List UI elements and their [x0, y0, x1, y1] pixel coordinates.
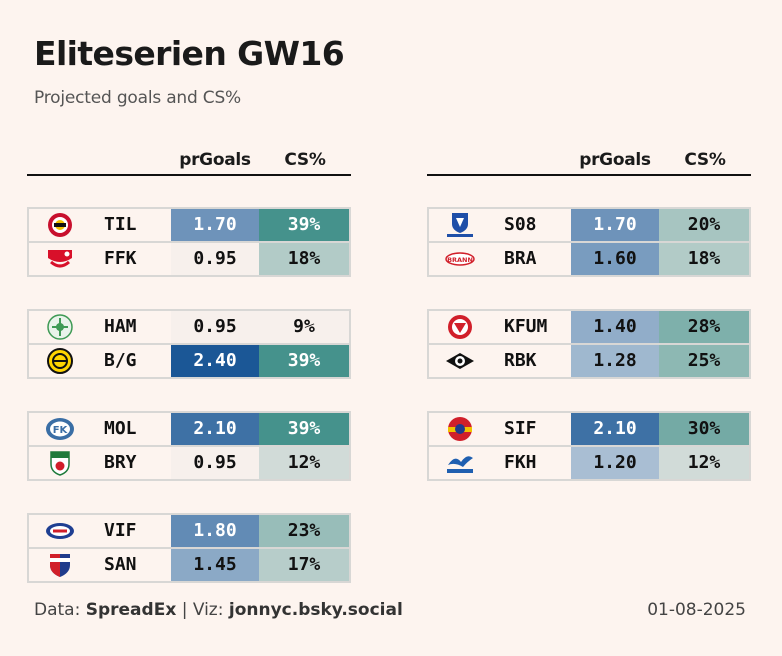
svg-text:BRANN: BRANN	[447, 256, 473, 264]
footer-viz-label: Viz:	[192, 600, 224, 620]
table-row: SIF 2.10 30%	[429, 413, 749, 445]
column-header-prgoals: prGoals	[579, 150, 651, 170]
svg-text:FK: FK	[53, 425, 69, 436]
footer-viz-author: jonnyc.bsky.social	[228, 600, 403, 620]
kfum-crest-icon	[445, 314, 475, 340]
cs-cell: 20%	[659, 209, 749, 241]
bodo-glimt-crest-icon	[45, 348, 75, 374]
table-row: RBK 1.28 25%	[429, 343, 749, 377]
column-header-row: prGoals CS%	[427, 146, 751, 176]
team-code: FFK	[104, 248, 137, 269]
bryne-crest-icon	[45, 450, 75, 476]
sarpsborg-crest-icon	[445, 212, 475, 238]
prgoals-cell: 1.70	[171, 209, 259, 241]
prgoals-cell: 1.20	[571, 447, 659, 479]
hamkam-crest-icon	[45, 314, 75, 340]
table-row: BRANN BRA 1.60 18%	[429, 241, 749, 275]
table-row: VIF 1.80 23%	[29, 515, 349, 547]
prgoals-cell: 0.95	[171, 243, 259, 275]
match-group: FK MOL 2.10 39% BRY 0.95 12%	[27, 411, 351, 481]
table-row: B/G 2.40 39%	[29, 343, 349, 377]
team-code: B/G	[104, 350, 137, 371]
table-row: SAN 1.45 17%	[29, 547, 349, 581]
table-row: HAM 0.95 9%	[29, 311, 349, 343]
cs-cell: 39%	[259, 345, 349, 377]
prgoals-cell: 0.95	[171, 447, 259, 479]
cs-cell: 39%	[259, 209, 349, 241]
prgoals-cell: 1.45	[171, 549, 259, 581]
rosenborg-crest-icon	[445, 348, 475, 374]
brann-crest-icon: BRANN	[445, 246, 475, 272]
footer-data-source: SpreadEx	[85, 600, 177, 620]
matches-list: S08 1.70 20% BRANN BRA 1.60 18% KFUM 1.40 28% RBK 1…	[427, 207, 751, 481]
chart-title: Eliteserien GW16	[34, 34, 345, 73]
team-code: SAN	[104, 554, 137, 575]
team-code: FKH	[504, 452, 537, 473]
footer-separator: |	[181, 600, 188, 620]
table-row: TIL 1.70 39%	[29, 209, 349, 241]
match-group: TIL 1.70 39% FFK 0.95 18%	[27, 207, 351, 277]
team-code: MOL	[104, 418, 137, 439]
match-group: S08 1.70 20% BRANN BRA 1.60 18%	[427, 207, 751, 277]
prgoals-cell: 1.70	[571, 209, 659, 241]
prgoals-cell: 2.40	[171, 345, 259, 377]
stromsgodset-crest-icon	[445, 416, 475, 442]
match-group: VIF 1.80 23% SAN 1.45 17%	[27, 513, 351, 583]
table-panel-left: prGoals CS% TIL 1.70 39% FFK 0.95 18% HAM 0.95 9…	[27, 146, 351, 615]
prgoals-cell: 2.10	[571, 413, 659, 445]
table-row: S08 1.70 20%	[429, 209, 749, 241]
column-header-row: prGoals CS%	[27, 146, 351, 176]
table-row: FKH 1.20 12%	[429, 445, 749, 479]
team-code: TIL	[104, 214, 137, 235]
prgoals-cell: 2.10	[171, 413, 259, 445]
matches-list: TIL 1.70 39% FFK 0.95 18% HAM 0.95 9% B/G 2.40 39% F…	[27, 207, 351, 583]
cs-cell: 23%	[259, 515, 349, 547]
table-row: FK MOL 2.10 39%	[29, 413, 349, 445]
cs-cell: 17%	[259, 549, 349, 581]
cs-cell: 28%	[659, 311, 749, 343]
team-code: BRY	[104, 452, 137, 473]
fredrikstad-crest-icon	[45, 246, 75, 272]
table-row: BRY 0.95 12%	[29, 445, 349, 479]
match-group: KFUM 1.40 28% RBK 1.28 25%	[427, 309, 751, 379]
haugesund-crest-icon	[445, 450, 475, 476]
cs-cell: 18%	[659, 243, 749, 275]
tromso-crest-icon	[45, 212, 75, 238]
cs-cell: 12%	[259, 447, 349, 479]
prgoals-cell: 1.60	[571, 243, 659, 275]
cs-cell: 12%	[659, 447, 749, 479]
footer-data-label: Data:	[34, 600, 81, 620]
valerenga-crest-icon	[45, 518, 75, 544]
table-row: FFK 0.95 18%	[29, 241, 349, 275]
prgoals-cell: 1.40	[571, 311, 659, 343]
team-code: S08	[504, 214, 537, 235]
team-code: BRA	[504, 248, 537, 269]
footer-date: 01-08-2025	[647, 600, 746, 620]
team-code: KFUM	[504, 316, 548, 337]
team-code: HAM	[104, 316, 137, 337]
cs-cell: 25%	[659, 345, 749, 377]
team-code: RBK	[504, 350, 537, 371]
cs-cell: 30%	[659, 413, 749, 445]
column-header-cs: CS%	[684, 150, 726, 170]
prgoals-cell: 0.95	[171, 311, 259, 343]
match-group: HAM 0.95 9% B/G 2.40 39%	[27, 309, 351, 379]
cs-cell: 39%	[259, 413, 349, 445]
chart-subtitle: Projected goals and CS%	[34, 88, 242, 108]
match-group: SIF 2.10 30% FKH 1.20 12%	[427, 411, 751, 481]
cs-cell: 9%	[259, 311, 349, 343]
cs-cell: 18%	[259, 243, 349, 275]
table-row: KFUM 1.40 28%	[429, 311, 749, 343]
prgoals-cell: 1.28	[571, 345, 659, 377]
team-code: VIF	[104, 520, 137, 541]
table-panel-right: prGoals CS% S08 1.70 20% BRANN BRA 1.60 18% KFU…	[427, 146, 751, 513]
footer-credits: Data: SpreadEx | Viz: jonnyc.bsky.social	[34, 600, 403, 620]
sandefjord-crest-icon	[45, 552, 75, 578]
column-header-cs: CS%	[284, 150, 326, 170]
column-header-prgoals: prGoals	[179, 150, 251, 170]
prgoals-cell: 1.80	[171, 515, 259, 547]
molde-crest-icon: FK	[45, 416, 75, 442]
team-code: SIF	[504, 418, 537, 439]
